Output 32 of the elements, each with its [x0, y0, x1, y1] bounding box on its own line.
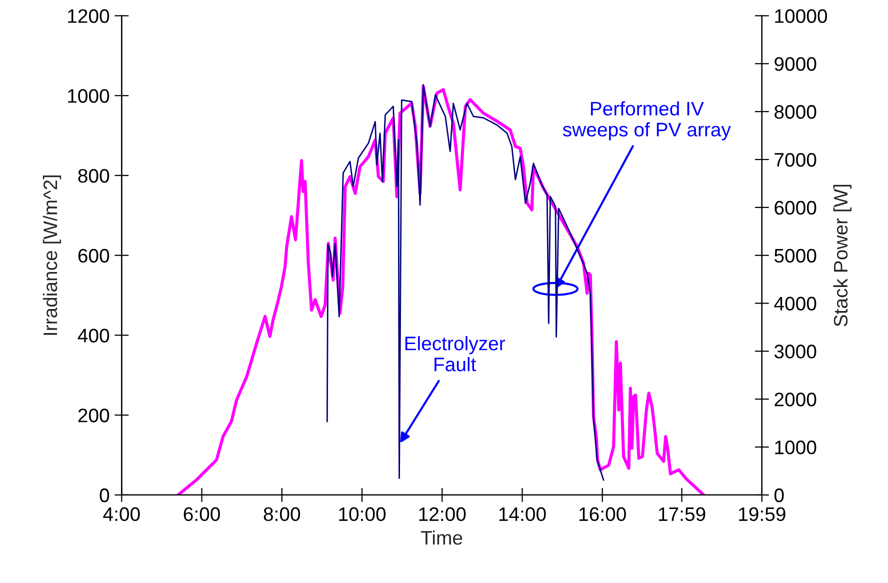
- x-tick-label: 16:00: [580, 507, 626, 522]
- y2-tick-label: 9000: [774, 57, 816, 71]
- y-tick-label: 0: [100, 488, 110, 502]
- x-tick-label: 19:59: [739, 507, 786, 522]
- annotation: Performed IV sweeps of PV array: [562, 101, 731, 140]
- x-tick-label: 17:59: [658, 507, 706, 522]
- y-tick-label: 1200: [68, 9, 110, 23]
- y2-axis-title: Stack Power [W]: [833, 184, 852, 326]
- x-tick-label: 8:00: [264, 507, 300, 522]
- y2-tick-label: 3000: [774, 344, 816, 358]
- y-axis-title: Irradiance [W/m^2]: [42, 175, 62, 335]
- y2-tick-label: 5000: [774, 248, 816, 263]
- y2-tick-label: 0: [774, 488, 784, 502]
- y-tick-label: 800: [78, 168, 110, 183]
- y-tick-label: 1000: [68, 89, 110, 103]
- y2-tick-label: 6000: [774, 200, 816, 215]
- x-tick-label: 6:00: [184, 507, 220, 522]
- y2-tick-label: 4000: [774, 296, 816, 311]
- y-tick-label: 200: [78, 408, 110, 422]
- x-tick-label: 10:00: [339, 507, 386, 522]
- y2-tick-label: 1000: [775, 440, 816, 454]
- y-tick-label: 400: [78, 328, 110, 342]
- x-tick-label: 12:00: [419, 507, 466, 522]
- x-axis-title: Time: [420, 530, 462, 545]
- y2-tick-label: 8000: [774, 105, 816, 119]
- x-tick-label: 14:00: [499, 507, 546, 522]
- annotation: Electrolyzer Fault: [405, 336, 506, 372]
- y2-tick-label: 2000: [774, 392, 816, 406]
- y2-tick-label: 10000: [775, 9, 828, 23]
- x-tick-label: 4:00: [103, 507, 140, 522]
- y-tick-label: 600: [78, 248, 110, 263]
- y2-tick-label: 7000: [774, 152, 816, 167]
